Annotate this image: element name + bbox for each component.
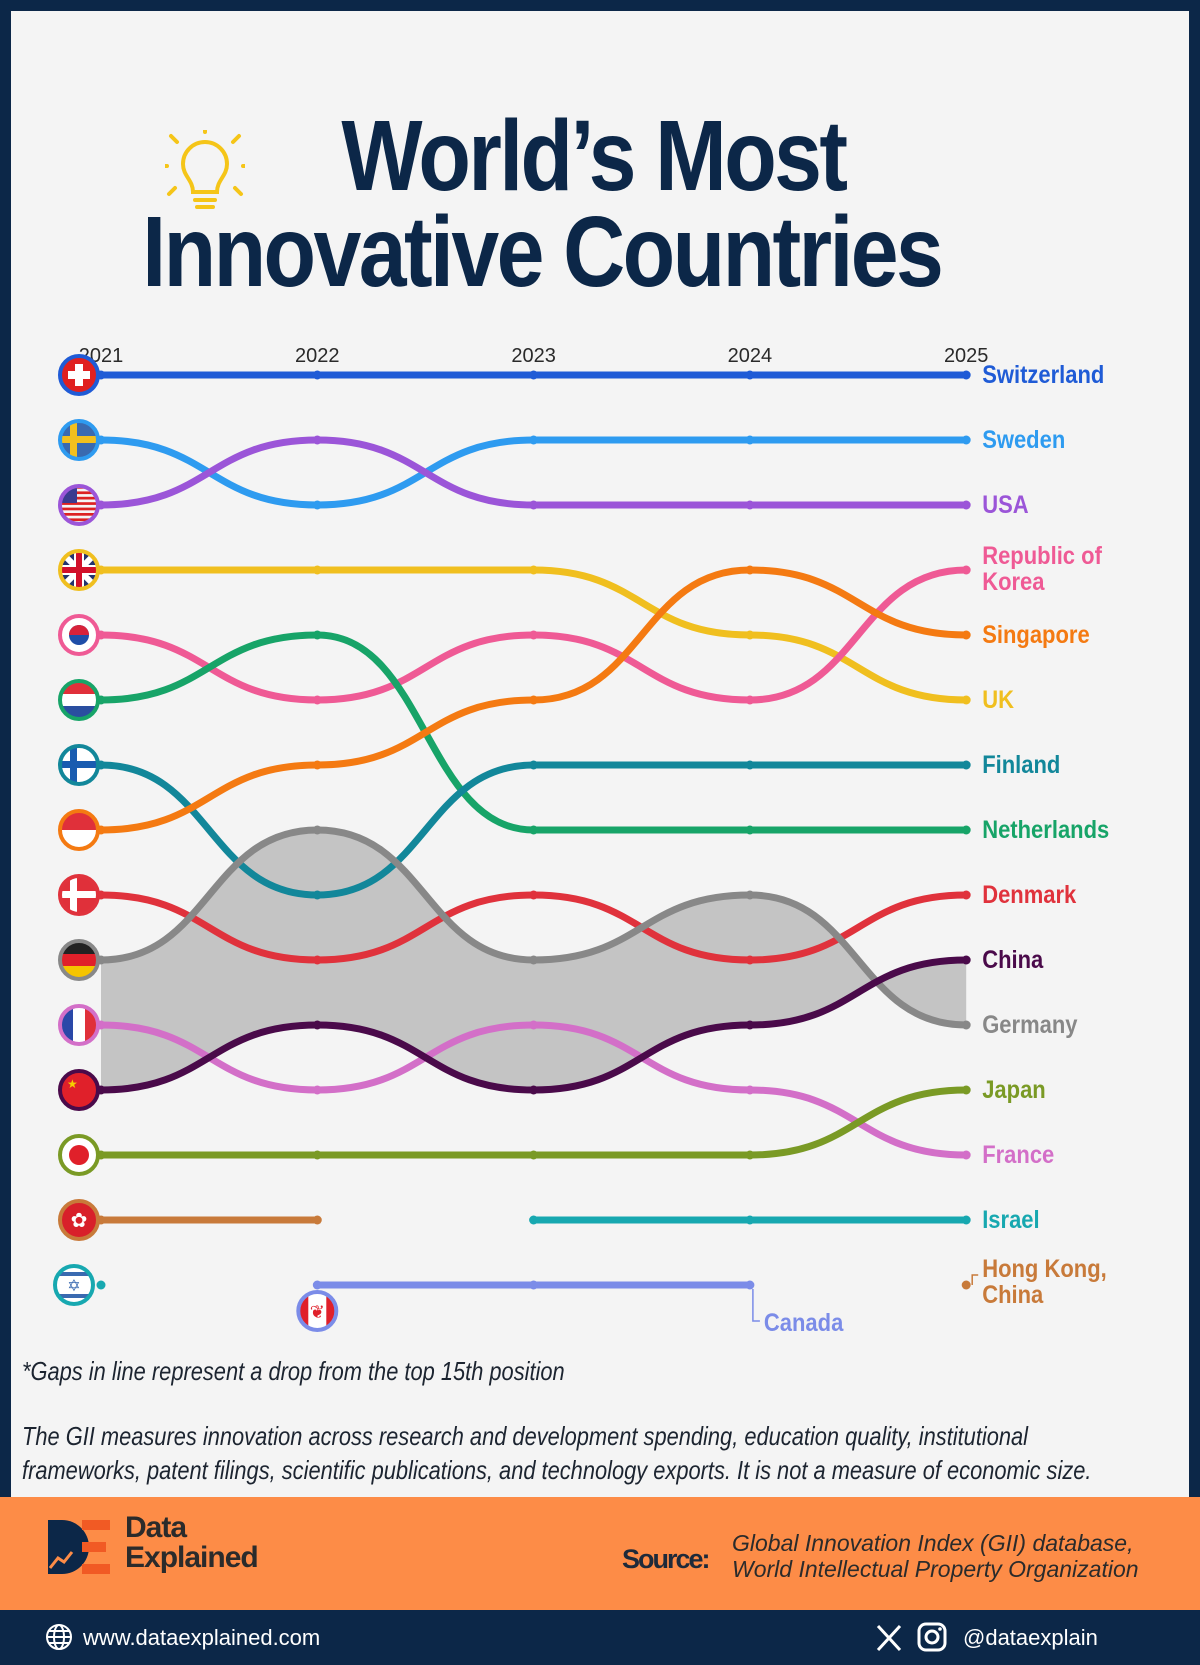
flag-dk-icon bbox=[58, 874, 100, 916]
series-line bbox=[100, 631, 967, 834]
series-line bbox=[100, 1086, 967, 1159]
label-leader bbox=[971, 1274, 979, 1285]
series-canada bbox=[312, 1280, 755, 1290]
infographic-panel bbox=[11, 11, 1189, 1497]
svg-text:❦: ❦ bbox=[310, 1302, 325, 1322]
flag-nl-icon bbox=[58, 679, 100, 721]
label-leader bbox=[752, 1289, 760, 1322]
description-line-1: The GII measures innovation across resea… bbox=[22, 1421, 1029, 1451]
flag-hk-icon: ✿ bbox=[58, 1199, 100, 1241]
page-title: World’s Most Innovative Countries bbox=[0, 100, 1084, 308]
flag-il-icon: ✡ bbox=[53, 1264, 95, 1306]
series-label: China bbox=[982, 1281, 1044, 1309]
series-line bbox=[100, 761, 967, 899]
series-china bbox=[96, 955, 971, 1095]
series-label: Switzerland bbox=[982, 361, 1104, 389]
series-label: Sweden bbox=[982, 426, 1065, 454]
year-label-2023: 2023 bbox=[511, 345, 556, 367]
website-link[interactable]: www.dataexplained.com bbox=[83, 1625, 321, 1650]
series-line bbox=[100, 1021, 967, 1159]
brand-line-2: Explained bbox=[125, 1541, 259, 1574]
brand-line-1: Data bbox=[125, 1511, 187, 1544]
series-finland bbox=[96, 760, 971, 900]
source-line-1: Global Innovation Index (GII) database, bbox=[732, 1530, 1134, 1556]
series-line bbox=[100, 956, 967, 1094]
footnote: *Gaps in line represent a drop from the … bbox=[22, 1356, 565, 1386]
source-band bbox=[0, 1497, 1200, 1610]
svg-text:✡: ✡ bbox=[67, 1278, 80, 1295]
flag-jp-icon bbox=[58, 1134, 100, 1176]
data-point bbox=[96, 1280, 106, 1290]
svg-text:★: ★ bbox=[67, 1077, 78, 1091]
year-label-2022: 2022 bbox=[295, 345, 340, 367]
series-hong-kong-china bbox=[96, 1215, 971, 1290]
svg-text:✿: ✿ bbox=[71, 1210, 88, 1232]
flag-de-icon bbox=[58, 939, 100, 981]
series-line bbox=[100, 826, 967, 1029]
series-switzerland bbox=[96, 370, 971, 380]
title-line-1: World’s Most bbox=[341, 100, 848, 212]
series-label: Finland bbox=[982, 751, 1060, 779]
globe-icon bbox=[46, 1624, 72, 1650]
series-label: Canada bbox=[764, 1309, 844, 1337]
flag-sg-icon bbox=[58, 809, 100, 851]
series-label: USA bbox=[982, 491, 1028, 519]
flag-se-icon bbox=[58, 419, 100, 461]
flag-gb-icon bbox=[58, 549, 100, 591]
series-label: Netherlands bbox=[982, 816, 1109, 844]
description-line-2: frameworks, patent filings, scientific p… bbox=[22, 1455, 1092, 1485]
series-label: Israel bbox=[982, 1206, 1039, 1234]
series-france bbox=[96, 1020, 971, 1160]
data-point bbox=[961, 1280, 971, 1290]
series-line bbox=[100, 891, 967, 964]
flag-kr-icon bbox=[58, 614, 100, 656]
series-line bbox=[100, 566, 967, 834]
year-label-2024: 2024 bbox=[728, 345, 773, 367]
series-line bbox=[101, 566, 967, 704]
series-label: UK bbox=[982, 686, 1014, 714]
series-line bbox=[100, 436, 967, 509]
series-label: France bbox=[982, 1141, 1054, 1169]
series-label: Singapore bbox=[982, 621, 1089, 649]
flag-fi-icon bbox=[58, 744, 100, 786]
series-sweden bbox=[96, 435, 971, 510]
series-republic-of-korea bbox=[96, 565, 971, 705]
data-explained-logo bbox=[48, 1520, 110, 1574]
source-text: Global Innovation Index (GII) database, … bbox=[732, 1530, 1139, 1582]
brand-name: Data Explained bbox=[125, 1511, 259, 1574]
title-line-2: Innovative Countries bbox=[142, 196, 944, 308]
series-label: Republic of bbox=[982, 542, 1102, 570]
year-label-2025: 2025 bbox=[944, 345, 989, 367]
series-label: Hong Kong, bbox=[982, 1255, 1107, 1283]
footer-bar: www.dataexplained.com @dataexplain bbox=[0, 1610, 1200, 1665]
flag-cn-icon: ★ bbox=[58, 1069, 100, 1111]
social-handle[interactable]: @dataexplain bbox=[963, 1625, 1098, 1650]
series-germany bbox=[96, 825, 971, 1030]
series-label: China bbox=[982, 946, 1044, 974]
series-japan bbox=[96, 1085, 971, 1160]
series-singapore bbox=[96, 565, 971, 835]
x-icon[interactable] bbox=[876, 1624, 902, 1652]
series-label: Denmark bbox=[982, 881, 1077, 909]
flag-ch-icon bbox=[58, 354, 100, 396]
flag-fr-icon bbox=[58, 1004, 100, 1046]
series-label: Germany bbox=[982, 1011, 1077, 1039]
bump-chart: 2021 2022 2023 2024 2025★✿✡❦SwitzerlandSwede… bbox=[53, 345, 1109, 1337]
flag-us-icon bbox=[58, 484, 100, 526]
series-label: Japan bbox=[982, 1076, 1046, 1104]
series-israel bbox=[96, 1215, 971, 1290]
series-label: Korea bbox=[982, 568, 1045, 596]
series-line bbox=[100, 566, 967, 704]
series-usa bbox=[96, 435, 971, 510]
series-line bbox=[100, 436, 967, 509]
source-line-2: World Intellectual Property Organization bbox=[732, 1556, 1139, 1582]
lightbulb-icon bbox=[165, 130, 245, 209]
series-uk bbox=[96, 565, 971, 705]
instagram-icon[interactable] bbox=[917, 1622, 947, 1652]
series-netherlands bbox=[96, 630, 971, 835]
source-label: Source: bbox=[622, 1544, 711, 1574]
flag-ca-icon: ❦ bbox=[296, 1290, 339, 1332]
